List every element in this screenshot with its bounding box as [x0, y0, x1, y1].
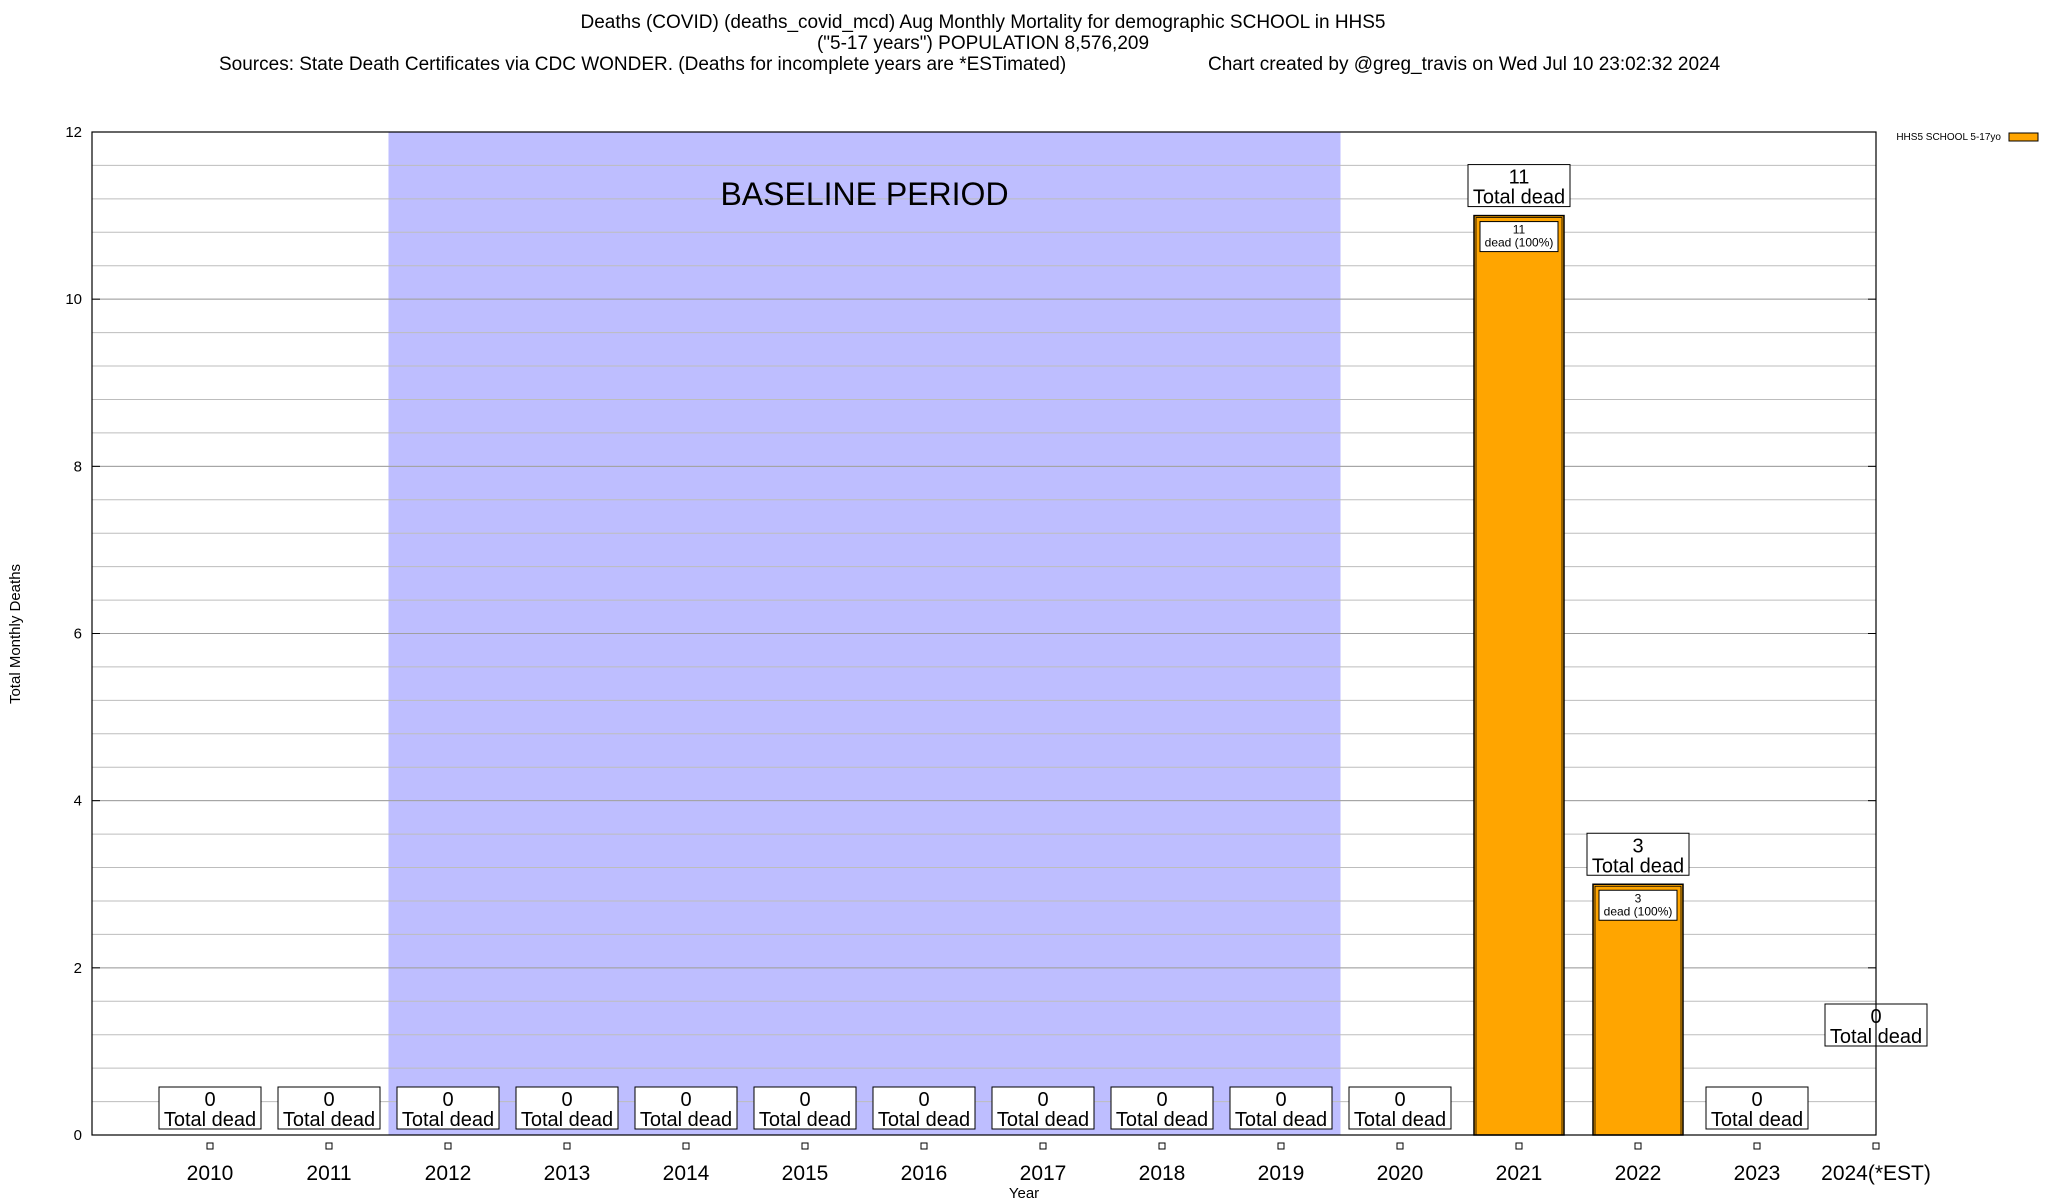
category-marker — [444, 1142, 452, 1150]
total-value-label: 0 — [680, 1089, 691, 1111]
total-text-label: Total dead — [402, 1109, 494, 1131]
legend-swatch — [2008, 132, 2039, 142]
total-value-label: 0 — [204, 1089, 215, 1111]
chart-sources: Sources: State Death Certificates via CD… — [219, 54, 1067, 75]
bar-value-label: 3 — [1635, 891, 1642, 905]
category-marker — [1039, 1142, 1047, 1150]
category-marker — [1158, 1142, 1166, 1150]
total-text-label: Total dead — [164, 1109, 256, 1131]
x-tick-label: 2022 — [1615, 1162, 1662, 1185]
category-marker — [563, 1142, 571, 1150]
x-tick-label: 2021 — [1496, 1162, 1543, 1185]
y-tick-label: 2 — [74, 960, 82, 977]
bar — [1592, 883, 1684, 1136]
category-marker — [1872, 1142, 1880, 1150]
total-value-label: 0 — [442, 1089, 453, 1111]
chart-title: Deaths (COVID) (deaths_covid_mcd) Aug Mo… — [580, 12, 1386, 33]
y-tick-label: 8 — [74, 458, 82, 475]
total-value-label: 3 — [1632, 835, 1643, 857]
total-text-label: Total dead — [1711, 1109, 1803, 1131]
y-tick-label: 12 — [65, 124, 82, 141]
total-label-box — [753, 1086, 857, 1130]
x-tick-label: 2015 — [782, 1162, 829, 1185]
total-label-box — [1348, 1086, 1452, 1130]
category-marker — [1277, 1142, 1285, 1150]
total-value-label: 11 — [1509, 167, 1530, 189]
x-tick-label: 2024(*EST) — [1821, 1162, 1931, 1185]
y-axis-title: Total Monthly Deaths — [7, 564, 24, 704]
total-value-label: 0 — [1275, 1089, 1286, 1111]
total-value-label: 0 — [799, 1089, 810, 1111]
x-tick-label: 2017 — [1020, 1162, 1067, 1185]
total-value-label: 0 — [1751, 1089, 1762, 1111]
total-label-box — [872, 1086, 976, 1130]
total-label-box — [991, 1086, 1095, 1130]
plot-frame — [91, 131, 1877, 1136]
bar-percent-label: dead (100%) — [1604, 904, 1673, 918]
chart-credit: Chart created by @greg_travis on Wed Jul… — [1208, 54, 1721, 75]
bar-percent-label: dead (100%) — [1485, 236, 1554, 250]
total-label-box — [1586, 832, 1690, 876]
total-label-box — [634, 1086, 738, 1130]
chart-subtitle: ("5-17 years") POPULATION 8,576,209 — [816, 33, 1150, 54]
total-text-label: Total dead — [997, 1109, 1089, 1131]
y-tick-label: 10 — [65, 291, 82, 308]
total-value-label: 0 — [1394, 1089, 1405, 1111]
total-label-box — [1705, 1086, 1809, 1130]
category-marker — [682, 1142, 690, 1150]
total-label-box — [277, 1086, 381, 1130]
x-tick-label: 2020 — [1377, 1162, 1424, 1185]
category-marker — [1515, 1142, 1523, 1150]
y-tick-label: 0 — [74, 1127, 82, 1144]
total-text-label: Total dead — [1354, 1109, 1446, 1131]
category-marker — [801, 1142, 809, 1150]
total-value-label: 0 — [1037, 1089, 1048, 1111]
category-marker — [920, 1142, 928, 1150]
legend-label: HHS5 SCHOOL 5-17yo — [1896, 132, 2001, 143]
total-text-label: Total dead — [878, 1109, 970, 1131]
baseline-label: BASELINE PERIOD — [720, 176, 1008, 212]
total-label-box — [158, 1086, 262, 1130]
category-marker — [325, 1142, 333, 1150]
y-tick-label: 4 — [74, 793, 82, 810]
total-text-label: Total dead — [1592, 855, 1684, 877]
total-text-label: Total dead — [521, 1109, 613, 1131]
total-text-label: Total dead — [640, 1109, 732, 1131]
bar-label-box — [1598, 889, 1678, 921]
x-tick-label: 2023 — [1734, 1162, 1781, 1185]
x-tick-label: 2019 — [1258, 1162, 1305, 1185]
total-value-label: 0 — [918, 1089, 929, 1111]
total-text-label: Total dead — [759, 1109, 851, 1131]
bar-label-box — [1479, 221, 1559, 253]
total-label-box — [1229, 1086, 1333, 1130]
total-text-label: Total dead — [1116, 1109, 1208, 1131]
total-value-label: 0 — [1156, 1089, 1167, 1111]
total-label-box — [515, 1086, 619, 1130]
bar-value-label: 11 — [1513, 223, 1526, 237]
x-tick-label: 2016 — [901, 1162, 948, 1185]
total-value-label: 0 — [323, 1089, 334, 1111]
y-tick-label: 6 — [74, 626, 82, 643]
category-marker — [1634, 1142, 1642, 1150]
x-tick-label: 2010 — [187, 1162, 234, 1185]
total-text-label: Total dead — [283, 1109, 375, 1131]
total-label-box — [1467, 164, 1571, 208]
total-text-label: Total dead — [1235, 1109, 1327, 1131]
total-text-label: Total dead — [1473, 187, 1565, 209]
total-label-box — [1110, 1086, 1214, 1130]
category-marker — [206, 1142, 214, 1150]
total-value-label: 0 — [561, 1089, 572, 1111]
x-axis-title: Year — [1009, 1185, 1039, 1200]
x-tick-label: 2011 — [306, 1162, 351, 1185]
x-tick-label: 2018 — [1139, 1162, 1186, 1185]
x-tick-label: 2013 — [544, 1162, 591, 1185]
category-marker — [1753, 1142, 1761, 1150]
total-label-box — [396, 1086, 500, 1130]
category-marker — [1396, 1142, 1404, 1150]
bar — [1473, 214, 1565, 1136]
x-tick-label: 2014 — [663, 1162, 710, 1185]
x-tick-label: 2012 — [425, 1162, 472, 1185]
